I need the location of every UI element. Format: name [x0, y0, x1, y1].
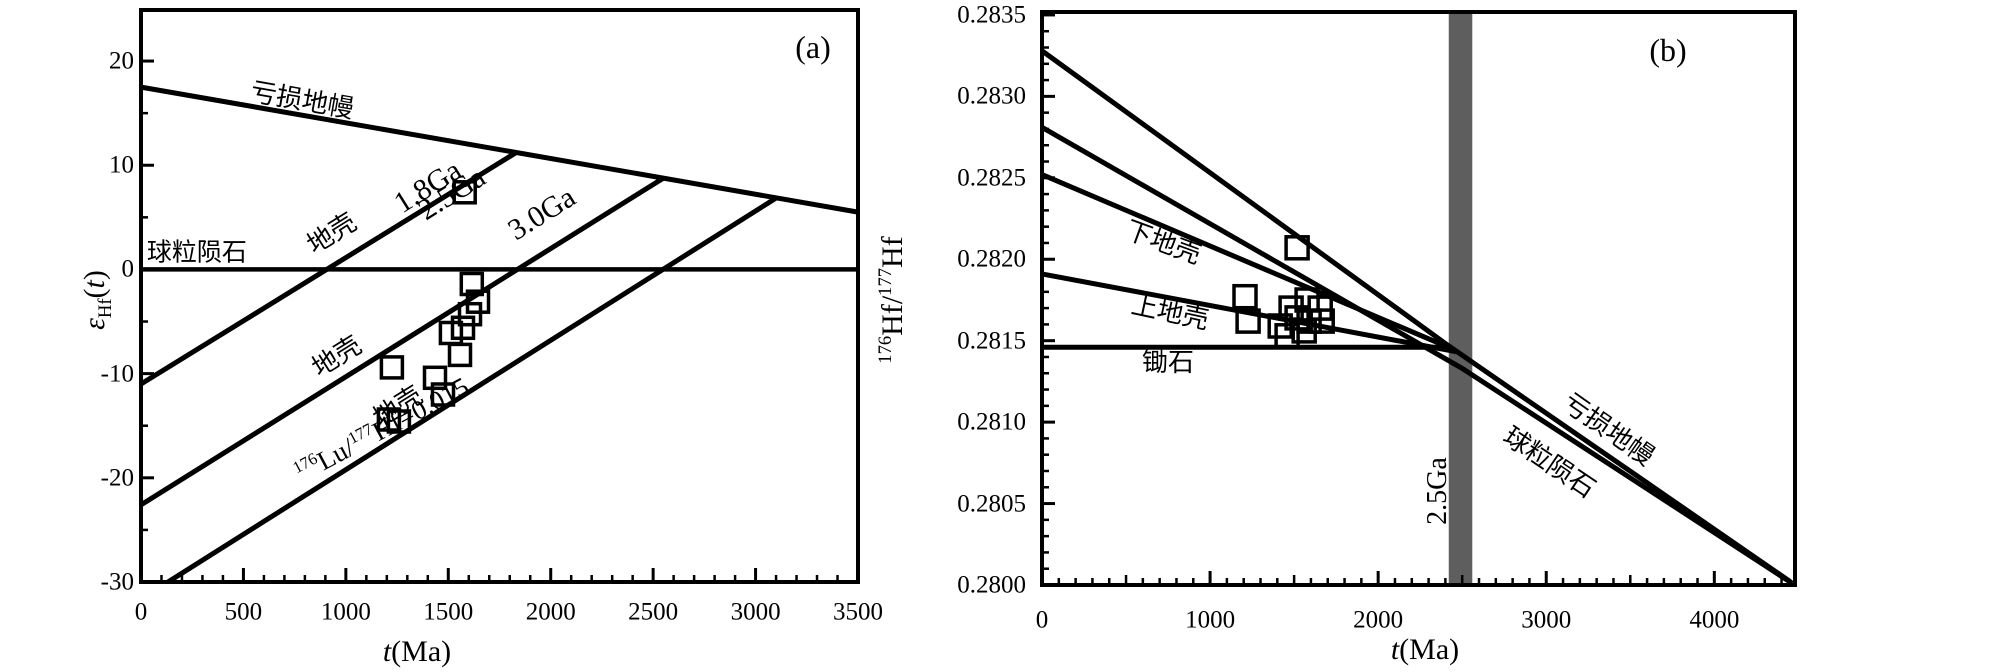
zircon-point-a-7: [379, 355, 405, 380]
zircon-point-b-2: [1235, 308, 1261, 334]
depleted-mantle-line-b: [1040, 48, 1792, 584]
chondrite-line-b: [1040, 125, 1794, 586]
crust-3.0Ga-line-a: [166, 195, 779, 585]
zircon-point-a-6: [447, 342, 473, 368]
upper-crust-line-b: [1041, 271, 1459, 355]
age-band-2.5ga: [1448, 12, 1473, 583]
plot-box-b: [1040, 10, 1797, 587]
panel-a-plot: [139, 8, 860, 585]
zircon-point-b-11: [1291, 318, 1317, 344]
zircon-point-a-3: [457, 301, 483, 327]
depleted-mantle-line-a: [140, 84, 859, 215]
zircon-point-b-0: [1284, 235, 1310, 261]
zircon-point-a-11: [386, 409, 412, 434]
zircon-point-a-2: [465, 289, 491, 314]
zircon-point-a-9: [430, 382, 456, 407]
crust-2.5Ga-line-a: [139, 175, 666, 508]
zircon-point-b-1: [1232, 283, 1258, 310]
zircon-point-a-0: [452, 180, 477, 205]
zircon-point-b-10: [1274, 323, 1300, 349]
panel-b-plot: [1040, 10, 1797, 587]
zircon-point-a-1: [459, 271, 485, 297]
zircon-point-a-8: [422, 365, 448, 391]
plot-box-a: [139, 8, 860, 584]
lower-crust-line-b: [1041, 172, 1454, 352]
